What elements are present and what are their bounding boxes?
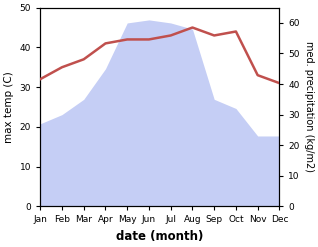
X-axis label: date (month): date (month) (116, 230, 204, 243)
Y-axis label: med. precipitation (kg/m2): med. precipitation (kg/m2) (304, 41, 314, 172)
Y-axis label: max temp (C): max temp (C) (4, 71, 14, 143)
